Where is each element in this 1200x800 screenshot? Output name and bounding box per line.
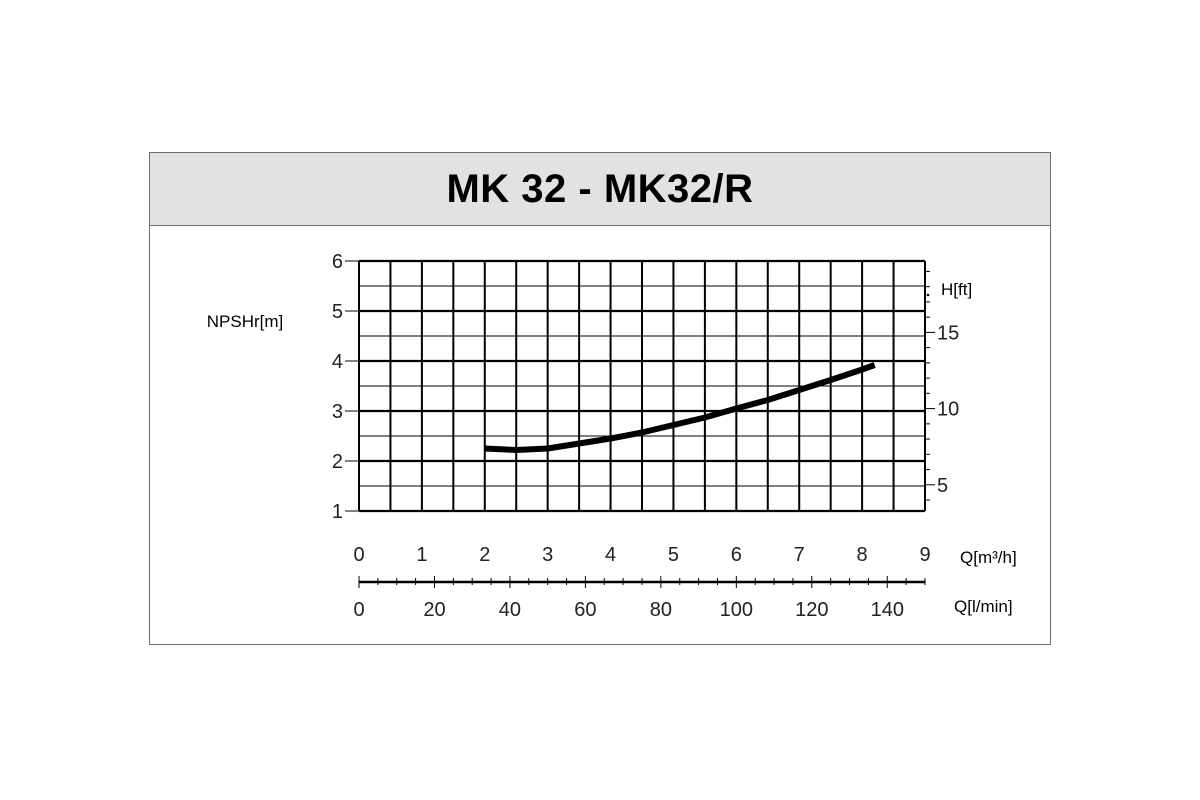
x-tick-label: 3 <box>542 544 553 566</box>
y-tick-label: 6 <box>332 251 343 273</box>
y-tick-label: 4 <box>332 351 343 373</box>
x-axis-label: Q[m³/h] <box>960 548 1017 567</box>
x2-tick-label: 0 <box>353 599 364 621</box>
y2-tick-label: 5 <box>937 475 948 497</box>
y-tick-label: 2 <box>332 451 343 473</box>
y-tick-label: 5 <box>332 301 343 323</box>
npsh-curve <box>484 362 876 453</box>
y2-axis-label: H[ft] <box>941 280 972 299</box>
x2-tick-label: 20 <box>423 599 445 621</box>
chart-title: MK 32 - MK32/R <box>446 166 754 211</box>
x2-tick-label: 120 <box>795 599 828 621</box>
x-tick-label: 6 <box>731 544 742 566</box>
title-band: MK 32 - MK32/R <box>150 153 1050 226</box>
x-tick-label: 1 <box>416 544 427 566</box>
y2-tick-label: 10 <box>937 399 959 421</box>
x-tick-label: 5 <box>668 544 679 566</box>
y2-label-marker <box>926 293 930 297</box>
y2-tick-label: 15 <box>937 322 959 344</box>
x2-tick-label: 80 <box>650 599 672 621</box>
y-axis-label: NPSHr[m] <box>207 312 284 331</box>
x-tick-label: 0 <box>353 544 364 566</box>
x2-tick-label: 60 <box>574 599 596 621</box>
x-tick-label: 2 <box>479 544 490 566</box>
x-tick-label: 4 <box>605 544 616 566</box>
x-tick-label: 9 <box>919 544 930 566</box>
y-tick-label: 1 <box>332 501 343 523</box>
x2-tick-label: 40 <box>499 599 521 621</box>
x-tick-label: 7 <box>794 544 805 566</box>
x2-tick-label: 140 <box>871 599 904 621</box>
x-tick-label: 8 <box>857 544 868 566</box>
x2-axis-label: Q[l/min] <box>954 597 1013 616</box>
x2-tick-label: 100 <box>720 599 753 621</box>
y-tick-label: 3 <box>332 401 343 423</box>
chart-frame: MK 32 - MK32/R 1 2 3 4 5 6 NPSHr[m] 5 10 15 H[ft] 0… <box>149 152 1051 645</box>
